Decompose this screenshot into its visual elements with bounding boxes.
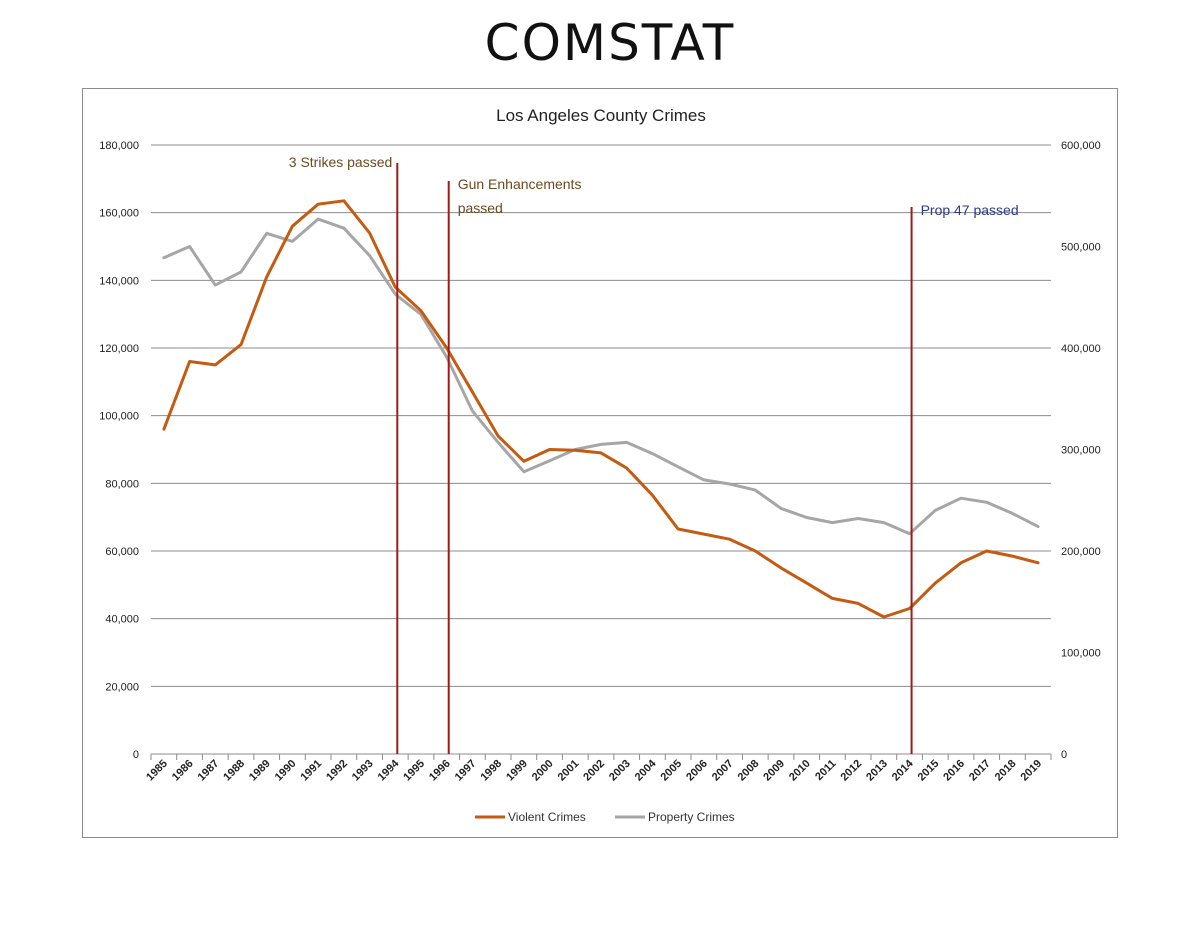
- x-tick-label: 1990: [273, 758, 299, 784]
- line-chart: Los Angeles County Crimes 0 20,000 40,000 6…: [99, 106, 1101, 824]
- x-tick-label: 2006: [684, 758, 710, 784]
- chart-title: Los Angeles County Crimes: [496, 106, 706, 125]
- left-tick-label: 60,000: [105, 546, 139, 558]
- left-tick-label: 120,000: [99, 343, 139, 355]
- grid: [151, 144, 1051, 755]
- annotation-label: Prop 47 passed: [921, 202, 1019, 218]
- x-tick-label: 2017: [967, 758, 993, 784]
- x-tick-label: 1992: [324, 758, 350, 784]
- x-tick-label: 2012: [838, 758, 864, 784]
- x-tick-label: 2009: [761, 758, 787, 784]
- page-title: COMSTAT: [484, 14, 736, 72]
- x-tick-label: 2018: [993, 758, 1019, 784]
- left-tick-label: 160,000: [99, 208, 139, 220]
- x-tick-label: 1999: [504, 758, 530, 784]
- x-tick-label: 2016: [941, 758, 967, 784]
- right-tick-label: 0: [1061, 749, 1067, 761]
- x-tick-label: 1993: [350, 758, 376, 784]
- right-tick-label: 300,000: [1061, 445, 1101, 457]
- x-tick-label: 1988: [221, 758, 247, 784]
- chart-frame: Los Angeles County Crimes 0 20,000 40,000 6…: [82, 88, 1118, 838]
- series-line-violent-crimes: [162, 199, 1040, 619]
- left-tick-label: 80,000: [105, 478, 139, 490]
- x-tick-label: 2008: [736, 758, 762, 784]
- annotation-label: Gun Enhancements: [458, 176, 582, 192]
- x-tick-label: 2005: [658, 758, 684, 784]
- x-tick-label: 1989: [247, 758, 273, 784]
- x-tick-label: 1986: [170, 758, 196, 784]
- legend: Violent Crimes Property Crimes: [475, 810, 735, 824]
- x-tick-label: 2001: [556, 758, 582, 784]
- x-tick-label: 2002: [581, 758, 607, 784]
- x-tick-label: 2004: [633, 757, 659, 783]
- legend-label: Property Crimes: [648, 810, 735, 824]
- annotation-label: passed: [458, 200, 503, 216]
- x-axis-ticks: 1985 1986 1987 1988 1989 1990 1991 1992 1993 1994…: [144, 754, 1052, 784]
- left-tick-label: 40,000: [105, 614, 139, 626]
- legend-label: Violent Crimes: [508, 810, 586, 824]
- x-tick-label: 2000: [530, 758, 556, 784]
- x-tick-label: 1985: [144, 758, 170, 784]
- annotation-label: 3 Strikes passed: [289, 154, 393, 170]
- right-tick-label: 400,000: [1061, 343, 1101, 355]
- left-tick-label: 20,000: [105, 681, 139, 693]
- series-line-property-crimes: [162, 217, 1040, 536]
- right-axis-ticks: 0 100,000 200,000 300,000 400,000 500,000 600,…: [1061, 140, 1101, 761]
- left-axis-ticks: 0 20,000 40,000 60,000 80,000 100,000 120,000 1…: [99, 140, 139, 761]
- annotations: 3 Strikes passed Gun Enhancements passed Pr…: [289, 154, 1019, 754]
- right-tick-label: 200,000: [1061, 546, 1101, 558]
- x-tick-label: 1994: [376, 757, 402, 783]
- x-tick-label: 1991: [298, 758, 324, 784]
- left-tick-label: 180,000: [99, 140, 139, 152]
- x-tick-label: 1995: [401, 758, 427, 784]
- x-tick-label: 1987: [196, 758, 222, 784]
- series-lines: [162, 199, 1040, 619]
- x-tick-label: 2019: [1018, 758, 1044, 784]
- x-tick-label: 2007: [710, 758, 736, 784]
- x-tick-label: 1998: [478, 758, 504, 784]
- x-tick-label: 2013: [864, 758, 890, 784]
- left-tick-label: 0: [133, 749, 139, 761]
- x-tick-label: 2011: [813, 758, 838, 783]
- left-tick-label: 140,000: [99, 275, 139, 287]
- x-tick-label: 2003: [607, 758, 633, 784]
- x-tick-label: 2015: [916, 758, 942, 784]
- x-tick-label: 1997: [453, 758, 479, 784]
- x-tick-label: 2010: [787, 758, 813, 784]
- right-tick-label: 100,000: [1061, 648, 1101, 660]
- left-tick-label: 100,000: [99, 411, 139, 423]
- right-tick-label: 500,000: [1061, 242, 1101, 254]
- x-tick-label: 2014: [890, 757, 916, 783]
- right-tick-label: 600,000: [1061, 140, 1101, 152]
- x-tick-label: 1996: [427, 758, 453, 784]
